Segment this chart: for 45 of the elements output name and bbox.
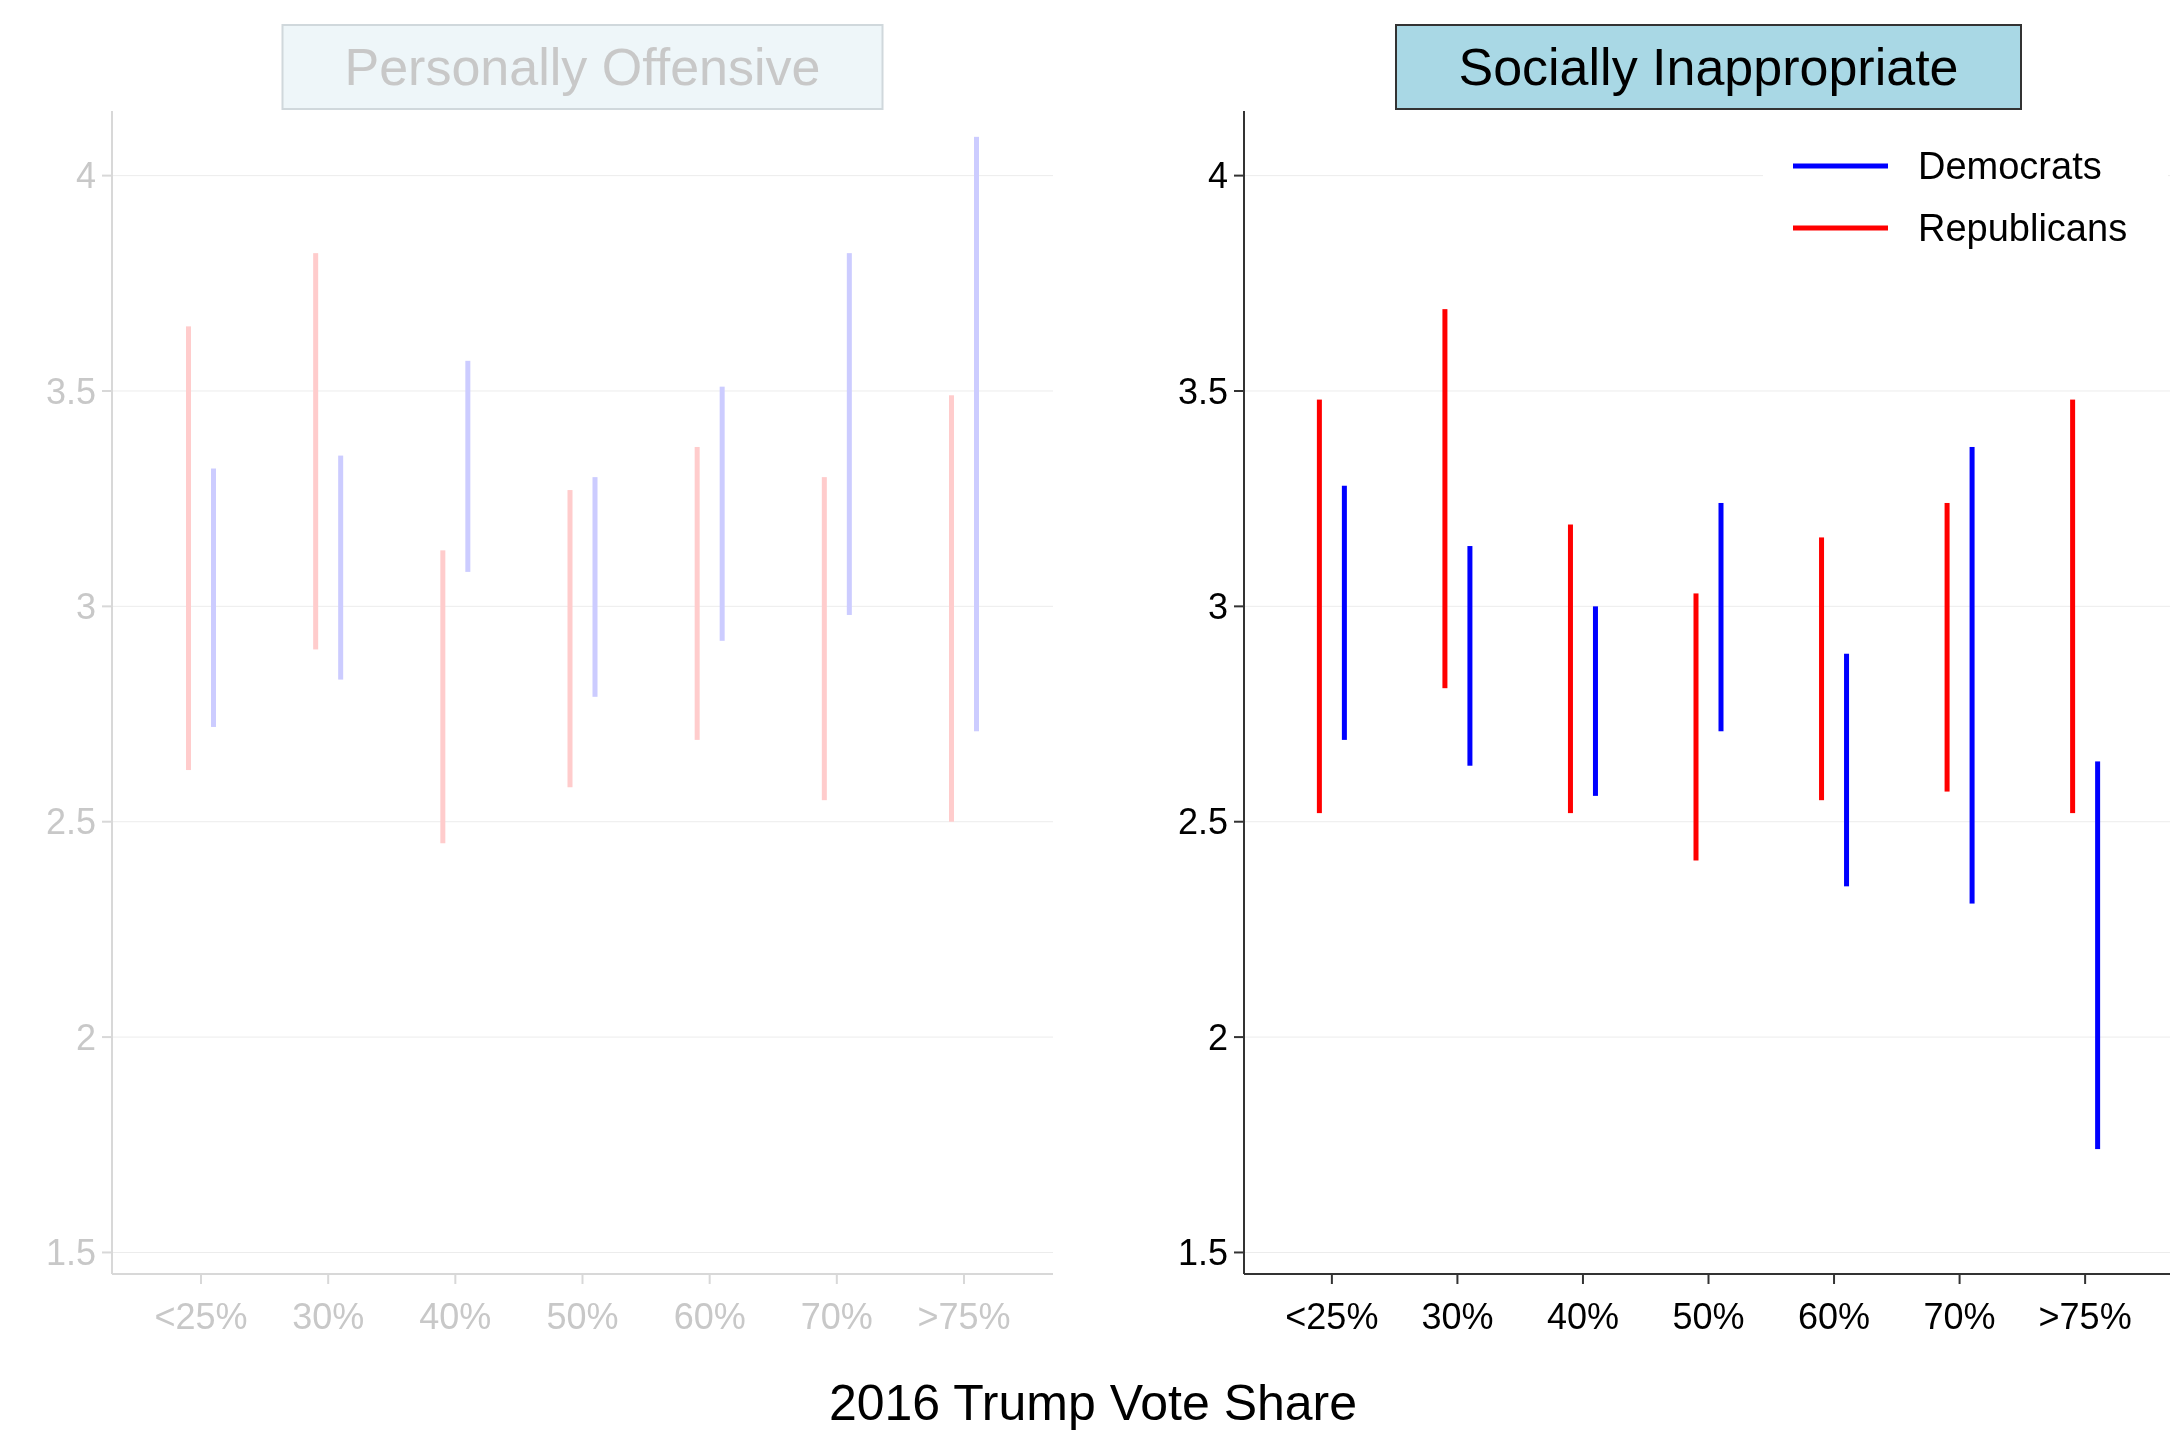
x-tick-label: 70% bbox=[1923, 1296, 1996, 1337]
bar bbox=[1819, 537, 1825, 801]
bar bbox=[1341, 485, 1347, 740]
legend-label: Democrats bbox=[1918, 145, 2102, 188]
y-tick-label: 2 bbox=[1207, 1016, 1228, 1058]
bar bbox=[821, 477, 827, 801]
bar bbox=[1844, 653, 1850, 887]
x-tick-label: >75% bbox=[2038, 1296, 2132, 1337]
y-tick-label: 3.5 bbox=[1177, 370, 1228, 412]
bar bbox=[2070, 399, 2076, 814]
bar bbox=[592, 477, 598, 697]
bar bbox=[465, 360, 471, 572]
bar bbox=[1467, 546, 1473, 766]
x-tick-label: 30% bbox=[1421, 1296, 1494, 1337]
bar bbox=[694, 446, 700, 740]
chart-title: Socially Inappropriate bbox=[1458, 38, 1959, 97]
x-axis-title: 2016 Trump Vote Share bbox=[828, 1375, 1358, 1431]
y-tick-label: 1.5 bbox=[1177, 1232, 1228, 1274]
bar bbox=[2095, 761, 2101, 1150]
x-tick-label: 40% bbox=[1546, 1296, 1619, 1337]
legend-label: Republicans bbox=[1918, 207, 2128, 250]
y-tick-label: 4 bbox=[1207, 155, 1228, 197]
bar bbox=[1969, 446, 1975, 904]
bar bbox=[1567, 524, 1573, 814]
bar bbox=[1442, 309, 1448, 689]
x-tick-label: <25% bbox=[1285, 1296, 1379, 1337]
bar bbox=[313, 253, 319, 650]
bar bbox=[846, 253, 852, 615]
bar bbox=[973, 136, 979, 732]
x-tick-label: 60% bbox=[1798, 1296, 1871, 1337]
y-tick-label: 3 bbox=[1207, 585, 1228, 627]
bar bbox=[948, 395, 954, 822]
bar bbox=[440, 550, 446, 844]
y-tick-label: 2.5 bbox=[1177, 801, 1228, 843]
bar bbox=[338, 455, 344, 680]
bar bbox=[567, 490, 573, 788]
bar bbox=[211, 468, 217, 727]
bar bbox=[186, 326, 192, 771]
bar bbox=[1718, 502, 1724, 732]
bar bbox=[719, 386, 725, 641]
bar bbox=[1316, 399, 1322, 814]
bar bbox=[1944, 502, 1950, 792]
bar bbox=[1592, 606, 1598, 796]
bar bbox=[1693, 593, 1699, 861]
x-tick-label: 50% bbox=[1672, 1296, 1745, 1337]
